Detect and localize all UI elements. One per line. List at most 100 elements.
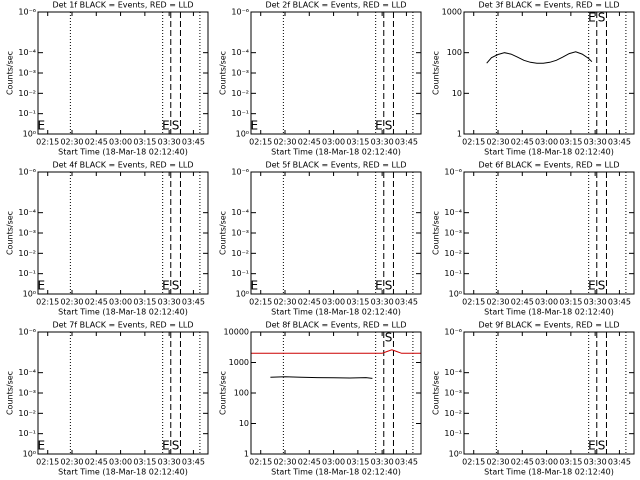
series-line <box>486 51 593 64</box>
x-tick-label: 02:45 <box>85 458 108 467</box>
x-axis-label: Start Time (18-Mar-18 02:12:40) <box>271 308 401 317</box>
flag-label: S <box>385 279 393 293</box>
x-tick-label: 03:15 <box>559 298 582 307</box>
y-tick-label: 10⁻⁴ <box>18 208 36 217</box>
x-tick-label: 02:30 <box>273 458 296 467</box>
x-tick-label: 02:15 <box>36 298 59 307</box>
y-tick-label: 10⁻³ <box>444 389 462 398</box>
y-tick-label: 10⁻³ <box>231 229 249 238</box>
y-tick-label: 10⁻⁴ <box>231 48 249 57</box>
x-tick-label: 02:15 <box>249 298 272 307</box>
x-tick-label: 03:45 <box>395 458 418 467</box>
x-tick-label: 03:00 <box>322 138 345 147</box>
x-tick-label: 03:45 <box>182 458 205 467</box>
series-line <box>270 376 373 379</box>
y-axis-label: Counts/sec <box>6 51 15 95</box>
x-tick-label: 03:00 <box>109 138 132 147</box>
plot-frame <box>463 171 635 295</box>
panel-title: Det 8f BLACK = Events, RED = LLD <box>265 321 406 330</box>
panel-title: Det 5f BLACK = Events, RED = LLD <box>265 161 406 170</box>
x-tick-label: 02:30 <box>273 298 296 307</box>
y-tick-label: 10⁻³ <box>18 389 36 398</box>
x-tick-label: 03:00 <box>535 298 558 307</box>
flag-label: E <box>37 439 45 453</box>
x-tick-label: 02:15 <box>462 458 485 467</box>
y-tick-label: 10⁻² <box>231 89 249 98</box>
x-tick-label: 02:30 <box>486 298 509 307</box>
y-tick-label: 10⁻¹ <box>444 269 462 278</box>
flag-label: E <box>375 119 383 133</box>
panel-title: Det 1f BLACK = Events, RED = LLD <box>52 1 193 10</box>
x-tick-label: 02:45 <box>85 298 108 307</box>
flag-label: S <box>385 119 393 133</box>
x-axis-label: Start Time (18-Mar-18 02:12:40) <box>271 468 401 477</box>
x-tick-label: 03:00 <box>322 458 345 467</box>
plot-frame <box>463 11 635 135</box>
y-tick-label: 10⁻¹ <box>18 429 36 438</box>
x-axis-label: Start Time (18-Mar-18 02:12:40) <box>58 308 188 317</box>
flag-label: E <box>162 439 170 453</box>
x-tick-label: 03:00 <box>109 458 132 467</box>
x-tick-label: 03:15 <box>559 138 582 147</box>
x-axis-label: Start Time (18-Mar-18 02:12:40) <box>58 468 188 477</box>
series-line <box>251 349 421 354</box>
y-axis-label: Counts/sec <box>6 211 15 255</box>
flag-label: S <box>385 331 393 345</box>
plot-frame <box>37 331 209 455</box>
plot-frame <box>37 11 209 135</box>
plot-frame <box>37 171 209 295</box>
panel-title: Det 2f BLACK = Events, RED = LLD <box>265 1 406 10</box>
x-tick-label: 02:45 <box>298 298 321 307</box>
x-tick-label: 03:45 <box>608 458 631 467</box>
x-tick-label: 02:30 <box>486 138 509 147</box>
x-tick-label: 03:30 <box>158 298 181 307</box>
x-tick-label: 03:45 <box>182 138 205 147</box>
flag-label: E <box>162 119 170 133</box>
x-tick-label: 03:45 <box>395 138 418 147</box>
plot-frame <box>250 331 422 455</box>
x-tick-label: 02:15 <box>462 138 485 147</box>
y-tick-label: 10⁰ <box>23 450 36 459</box>
y-tick-label: 10 <box>239 419 249 428</box>
x-tick-label: 03:30 <box>584 458 607 467</box>
flag-label: S <box>172 119 180 133</box>
x-axis-label: Start Time (18-Mar-18 02:12:40) <box>484 468 614 477</box>
x-tick-label: 02:45 <box>511 458 534 467</box>
x-tick-label: 03:00 <box>535 138 558 147</box>
y-tick-label: 10000 <box>224 328 249 337</box>
flag-label: E <box>588 439 596 453</box>
y-tick-label: 10⁻³ <box>444 229 462 238</box>
x-tick-label: 02:15 <box>36 458 59 467</box>
y-tick-label: 10⁰ <box>449 290 462 299</box>
y-tick-label: 10⁻¹ <box>18 269 36 278</box>
x-tick-label: 02:30 <box>60 298 83 307</box>
y-tick-label: 10⁻⁴ <box>444 208 462 217</box>
y-tick-label: 10⁻³ <box>231 69 249 78</box>
y-axis-label: Counts/sec <box>432 51 441 95</box>
x-tick-label: 03:30 <box>158 138 181 147</box>
x-tick-label: 03:15 <box>133 458 156 467</box>
x-tick-label: 02:15 <box>36 138 59 147</box>
y-axis-label: Counts/sec <box>219 211 228 255</box>
plot-frame <box>250 11 422 135</box>
x-tick-label: 03:15 <box>346 298 369 307</box>
y-tick-label: 10⁰ <box>23 290 36 299</box>
y-tick-label: 1000 <box>229 358 249 367</box>
x-tick-label: 02:45 <box>298 138 321 147</box>
y-tick-label: 10⁻³ <box>18 69 36 78</box>
flag-label: E <box>37 279 45 293</box>
x-tick-label: 03:00 <box>109 298 132 307</box>
panel-title: Det 9f BLACK = Events, RED = LLD <box>478 321 619 330</box>
y-tick-label: 10⁻² <box>18 409 36 418</box>
plot-frame <box>250 171 422 295</box>
x-axis-label: Start Time (18-Mar-18 02:12:40) <box>271 148 401 157</box>
x-tick-label: 02:30 <box>273 138 296 147</box>
flag-label: E <box>588 279 596 293</box>
y-tick-label: 10⁻¹ <box>444 429 462 438</box>
flag-label: S <box>172 439 180 453</box>
y-axis-label: Counts/sec <box>6 371 15 415</box>
y-tick-label: 1 <box>244 450 249 459</box>
y-tick-label: 10⁻⁴ <box>18 48 36 57</box>
